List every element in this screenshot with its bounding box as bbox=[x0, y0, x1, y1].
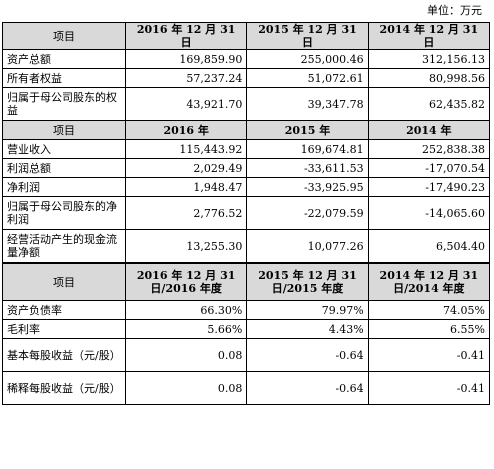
table-row: 归属于母公司股东的权益 43,921.70 39,347.78 62,435.8… bbox=[2, 87, 491, 121]
cell-value: -17,490.23 bbox=[367, 177, 491, 197]
table-row: 资产负债率 66.30% 79.97% 74.05% bbox=[2, 300, 491, 320]
section2-header-2014: 2014 年 bbox=[367, 120, 491, 140]
section3-header-2016: 2016 年 12 月 31 日/2016 年度 bbox=[124, 262, 248, 301]
table-row: 营业收入 115,443.92 169,674.81 252,838.38 bbox=[2, 139, 491, 159]
table-row: 基本每股收益（元/股） 0.08 -0.64 -0.41 bbox=[2, 338, 491, 372]
row-label: 资产总额 bbox=[2, 49, 126, 69]
section3-header-2014: 2014 年 12 月 31 日/2014 年度 bbox=[367, 262, 491, 301]
section3-header-row: 项目 2016 年 12 月 31 日/2016 年度 2015 年 12 月 … bbox=[2, 262, 491, 301]
unit-label: 单位：万元 bbox=[427, 4, 482, 17]
table-row: 稀释每股收益（元/股） 0.08 -0.64 -0.41 bbox=[2, 371, 491, 405]
cell-value: -0.41 bbox=[367, 371, 491, 405]
row-label: 利润总额 bbox=[2, 158, 126, 178]
table-row: 资产总额 169,859.90 255,000.46 312,156.13 bbox=[2, 49, 491, 69]
table-row: 利润总额 2,029.49 -33,611.53 -17,070.54 bbox=[2, 158, 491, 178]
cell-value: 57,237.24 bbox=[124, 68, 248, 88]
row-label: 稀释每股收益（元/股） bbox=[2, 371, 126, 405]
table-row: 净利润 1,948.47 -33,925.95 -17,490.23 bbox=[2, 177, 491, 197]
financial-summary-table: 项目 2016 年 12 月 31 日 2015 年 12 月 31 日 201… bbox=[2, 22, 491, 405]
section1-header-item: 项目 bbox=[2, 22, 126, 50]
cell-value: -14,065.60 bbox=[367, 196, 491, 230]
section1-header-2016: 2016 年 12 月 31 日 bbox=[124, 22, 248, 50]
cell-value: 2,029.49 bbox=[124, 158, 248, 178]
cell-value: 255,000.46 bbox=[246, 49, 369, 69]
section1-header-2014: 2014 年 12 月 31 日 bbox=[367, 22, 491, 50]
table-row: 经营活动产生的现金流量净额 13,255.30 10,077.26 6,504.… bbox=[2, 229, 491, 264]
table-row: 毛利率 5.66% 4.43% 6.55% bbox=[2, 319, 491, 339]
row-label: 营业收入 bbox=[2, 139, 126, 159]
row-label: 资产负债率 bbox=[2, 300, 126, 320]
cell-value: -0.64 bbox=[246, 338, 369, 372]
section1-header-2015: 2015 年 12 月 31 日 bbox=[246, 22, 369, 50]
cell-value: -33,925.95 bbox=[246, 177, 369, 197]
section2-header-2016: 2016 年 bbox=[124, 120, 248, 140]
table-row: 归属于母公司股东的净利润 2,776.52 -22,079.59 -14,065… bbox=[2, 196, 491, 230]
cell-value: 2,776.52 bbox=[124, 196, 248, 230]
cell-value: 1,948.47 bbox=[124, 177, 248, 197]
cell-value: 10,077.26 bbox=[246, 229, 369, 264]
row-label: 归属于母公司股东的净利润 bbox=[2, 196, 126, 230]
cell-value: 5.66% bbox=[124, 319, 248, 339]
cell-value: -0.64 bbox=[246, 371, 369, 405]
section3-header-item: 项目 bbox=[2, 262, 126, 301]
cell-value: 13,255.30 bbox=[124, 229, 248, 264]
cell-value: 62,435.82 bbox=[367, 87, 491, 121]
row-label: 经营活动产生的现金流量净额 bbox=[2, 229, 126, 264]
cell-value: 80,998.56 bbox=[367, 68, 491, 88]
cell-value: 39,347.78 bbox=[246, 87, 369, 121]
cell-value: 115,443.92 bbox=[124, 139, 248, 159]
cell-value: -22,079.59 bbox=[246, 196, 369, 230]
section2-header-item: 项目 bbox=[2, 120, 126, 140]
cell-value: -33,611.53 bbox=[246, 158, 369, 178]
cell-value: 51,072.61 bbox=[246, 68, 369, 88]
cell-value: 0.08 bbox=[124, 338, 248, 372]
cell-value: 0.08 bbox=[124, 371, 248, 405]
cell-value: 66.30% bbox=[124, 300, 248, 320]
cell-value: 6,504.40 bbox=[367, 229, 491, 264]
row-label: 净利润 bbox=[2, 177, 126, 197]
cell-value: 312,156.13 bbox=[367, 49, 491, 69]
cell-value: -0.41 bbox=[367, 338, 491, 372]
section3-header-2015: 2015 年 12 月 31 日/2015 年度 bbox=[246, 262, 369, 301]
cell-value: 74.05% bbox=[367, 300, 491, 320]
row-label: 归属于母公司股东的权益 bbox=[2, 87, 126, 121]
cell-value: 169,674.81 bbox=[246, 139, 369, 159]
cell-value: 43,921.70 bbox=[124, 87, 248, 121]
cell-value: -17,070.54 bbox=[367, 158, 491, 178]
table-row: 所有者权益 57,237.24 51,072.61 80,998.56 bbox=[2, 68, 491, 88]
cell-value: 169,859.90 bbox=[124, 49, 248, 69]
cell-value: 4.43% bbox=[246, 319, 369, 339]
section1-header-row: 项目 2016 年 12 月 31 日 2015 年 12 月 31 日 201… bbox=[2, 22, 491, 50]
row-label: 毛利率 bbox=[2, 319, 126, 339]
section2-header-row: 项目 2016 年 2015 年 2014 年 bbox=[2, 120, 491, 140]
section2-header-2015: 2015 年 bbox=[246, 120, 369, 140]
row-label: 基本每股收益（元/股） bbox=[2, 338, 126, 372]
cell-value: 79.97% bbox=[246, 300, 369, 320]
cell-value: 6.55% bbox=[367, 319, 491, 339]
row-label: 所有者权益 bbox=[2, 68, 126, 88]
cell-value: 252,838.38 bbox=[367, 139, 491, 159]
